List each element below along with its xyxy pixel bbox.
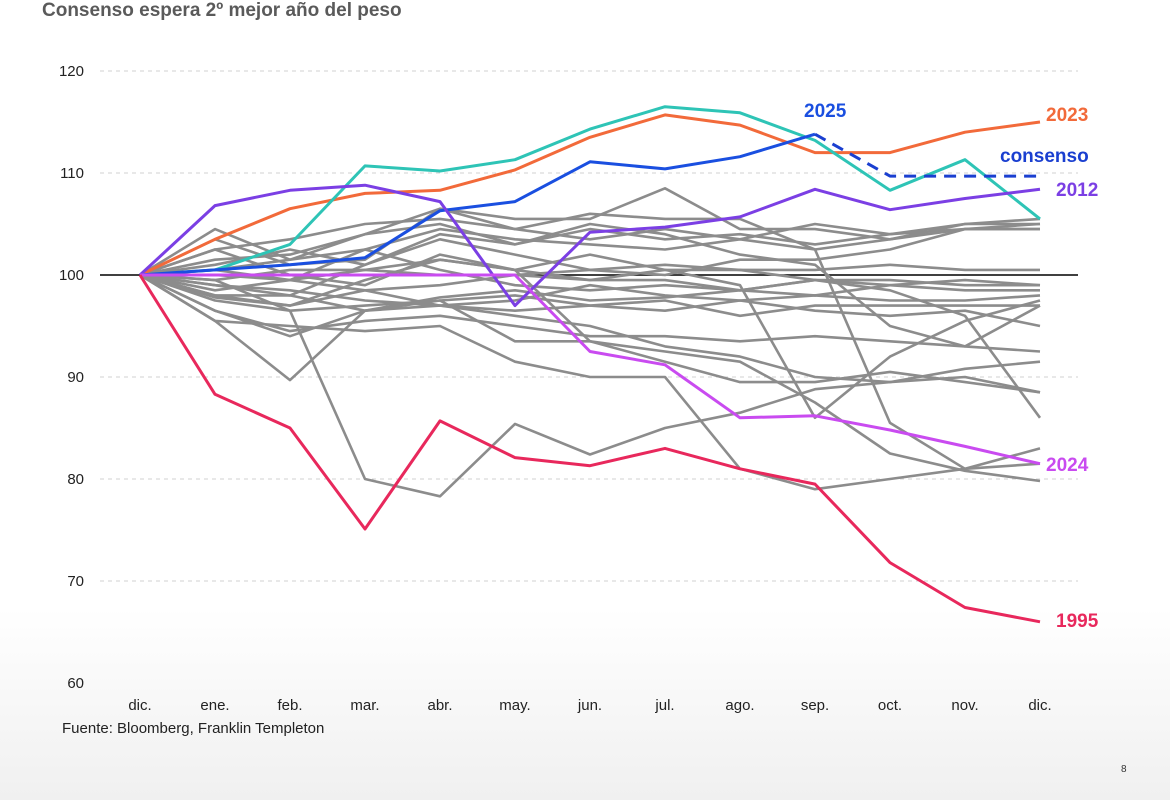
series-label-2024: 2024 [1046, 455, 1089, 476]
series-line-2025 [139, 132, 816, 277]
x-axis-ticks: dic. ene. feb. mar. abr. may. jun. jul. ago. sep.… [128, 697, 1051, 714]
series-line-background [139, 273, 1041, 328]
series-line-2012 [138, 183, 1041, 308]
series-line-background [139, 217, 1041, 277]
x-tick-label: ago. [725, 697, 754, 714]
series-line-background [139, 273, 1041, 394]
x-tick-label: oct. [878, 697, 902, 714]
series-label-consenso: consenso [1000, 146, 1089, 167]
y-tick-label: 70 [67, 573, 84, 590]
series-line-2024 [140, 273, 1041, 466]
y-tick-label: 60 [67, 675, 84, 692]
x-tick-label: abr. [427, 697, 452, 714]
x-tick-label: may. [499, 697, 530, 714]
x-tick-label: mar. [350, 697, 379, 714]
series-line-background [139, 222, 1041, 348]
y-tick-label: 90 [67, 369, 84, 386]
series-label-1995: 1995 [1056, 611, 1099, 632]
x-tick-label: jun. [577, 697, 602, 714]
y-axis-ticks: 60 70 80 90 100 110 120 [59, 63, 84, 692]
series-label-2012: 2012 [1056, 180, 1098, 201]
series-line-background [139, 273, 1041, 307]
y-tick-label: 80 [67, 471, 84, 488]
slide-title: Consenso espera 2º mejor año del peso [42, 0, 402, 21]
series-line-background [139, 207, 1041, 471]
x-tick-label: sep. [801, 697, 829, 714]
x-tick-label: dic. [1028, 697, 1051, 714]
series-label-2023: 2023 [1046, 105, 1088, 126]
series-line-background [139, 273, 1041, 491]
y-tick-label: 100 [59, 267, 84, 284]
source-note: Fuente: Bloomberg, Franklin Templeton [62, 720, 325, 737]
highlight-series [138, 105, 1041, 624]
y-tick-label: 120 [59, 63, 84, 80]
page-number: 8 [1121, 764, 1127, 775]
x-tick-label: nov. [951, 697, 978, 714]
series-line-background [140, 248, 1042, 419]
x-tick-label: jul. [654, 697, 674, 714]
x-tick-label: feb. [277, 697, 302, 714]
series-labels: 2023 2025 consenso 2012 2024 1995 [804, 101, 1099, 632]
series-label-2025: 2025 [804, 101, 847, 122]
series-line-2023 [139, 113, 1041, 277]
x-tick-label: ene. [200, 697, 229, 714]
series-line-consenso [814, 132, 1040, 178]
series-line-background [139, 263, 1040, 287]
series-line-1995 [138, 274, 1041, 624]
y-tick-label: 110 [60, 165, 84, 182]
background-series [139, 187, 1042, 498]
x-tick-label: dic. [128, 697, 151, 714]
series-line-background [139, 273, 1041, 394]
series-line-background [139, 222, 1040, 277]
series-line-teal [139, 105, 1041, 277]
series-line-background [139, 273, 1041, 353]
